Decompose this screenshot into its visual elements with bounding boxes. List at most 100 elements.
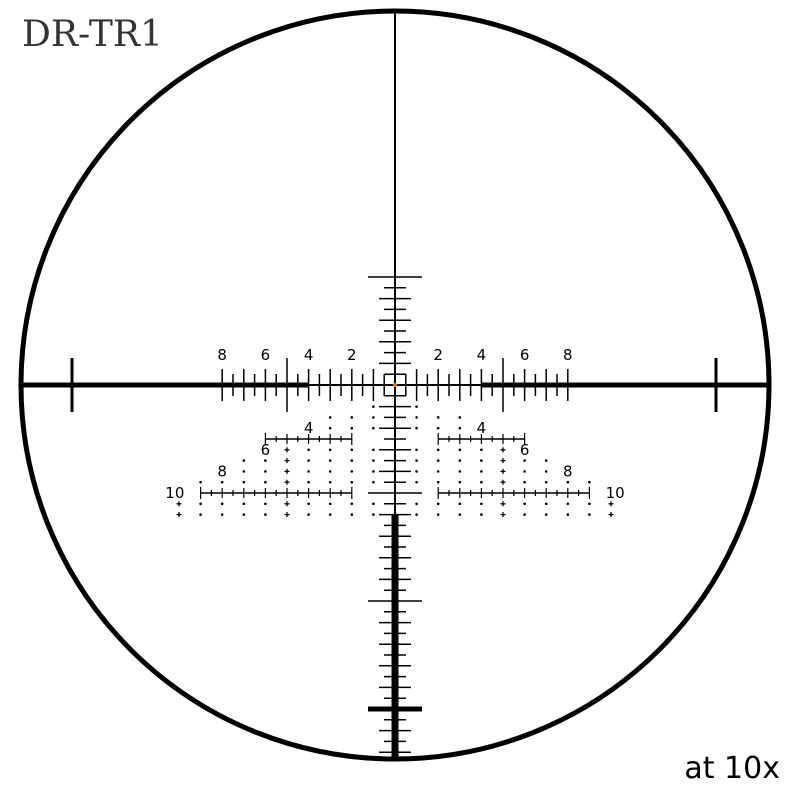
holdover-dot (458, 480, 462, 484)
center-aim-dot (392, 382, 398, 388)
holdover-label: 4 (477, 419, 487, 437)
holdover-label: 10 (606, 484, 625, 502)
holdover-dot (328, 470, 332, 473)
holdover-dot (372, 405, 375, 408)
holdover-dot (328, 426, 332, 430)
holdover-dot (566, 513, 570, 516)
holdover-dot (415, 405, 418, 408)
windage-label-right: 4 (477, 346, 487, 364)
holdover-dot (242, 470, 246, 473)
field-of-view-ring (18, 8, 772, 762)
holdover-dot (264, 513, 267, 516)
holdover-dot (220, 480, 224, 484)
holdover-dot (350, 459, 354, 462)
holdover-dot (307, 470, 310, 473)
holdover-dot (436, 448, 440, 452)
holdover-dot (372, 470, 375, 473)
holdover-dot (350, 480, 354, 484)
holdover-dot (242, 513, 246, 516)
holdover-label: 8 (563, 462, 573, 480)
holdover-dot (372, 416, 375, 419)
holdover-dot (436, 513, 440, 516)
holdover-dot (199, 513, 202, 516)
windage-label-right: 2 (433, 346, 443, 364)
windage-label-left: 6 (261, 346, 271, 364)
holdover-dot (307, 448, 310, 452)
holdover-dot (328, 448, 332, 452)
holdover-dot (328, 416, 332, 419)
holdover-dot (436, 459, 440, 462)
holdover-dot (415, 502, 418, 506)
holdover-dot (415, 480, 418, 484)
holdover-dot (436, 470, 440, 473)
holdover-dot (242, 480, 246, 484)
holdover-dot (523, 513, 526, 516)
holdover-dot (458, 459, 462, 462)
holdover-dot (588, 480, 591, 484)
holdover-dot (544, 513, 548, 516)
windage-label-left: 8 (217, 346, 227, 364)
holdover-dot (458, 502, 462, 506)
holdover-dot (458, 416, 462, 419)
holdover-dot (415, 513, 418, 516)
holdover-dot (328, 459, 332, 462)
holdover-dot (523, 470, 526, 473)
holdover-dot (544, 502, 548, 506)
holdover-dot (436, 416, 440, 419)
holdover-dot (480, 480, 483, 484)
windage-label-right: 6 (520, 346, 530, 364)
holdover-dot (372, 480, 375, 484)
holdover-dot (480, 513, 483, 516)
holdover-dot (242, 502, 246, 506)
holdover-dot (588, 502, 591, 506)
holdover-dot (588, 513, 591, 516)
holdover-dot (544, 459, 548, 462)
reticle-title: DR-TR1 (22, 14, 163, 55)
holdover-dot (372, 513, 375, 516)
holdover-dot (307, 502, 310, 506)
holdover-dot (372, 426, 375, 430)
holdover-dot (544, 480, 548, 484)
holdover-dot (350, 448, 354, 452)
holdover-dot (458, 513, 462, 516)
holdover-dot (480, 448, 483, 452)
holdover-dot (372, 459, 375, 462)
holdover-dot (480, 502, 483, 506)
holdover-dot (523, 459, 526, 462)
magnification-note: at 10x (684, 751, 780, 786)
holdover-dot (328, 502, 332, 506)
holdover-dot (220, 502, 224, 506)
holdover-dot (328, 513, 332, 516)
holdover-dot (458, 448, 462, 452)
holdover-dot (480, 470, 483, 473)
holdover-dot (480, 459, 483, 462)
holdover-dot (350, 513, 354, 516)
holdover-dot (415, 459, 418, 462)
holdover-dot (523, 502, 526, 506)
holdover-label: 4 (304, 419, 314, 437)
holdover-dot (350, 416, 354, 419)
holdover-dot (436, 502, 440, 506)
holdover-dot (544, 470, 548, 473)
holdover-dot (264, 502, 267, 506)
holdover-dot (220, 513, 224, 516)
holdover-dot (458, 470, 462, 473)
holdover-dot (307, 513, 310, 516)
holdover-dot (566, 502, 570, 506)
holdover-dot (415, 426, 418, 430)
holdover-dot (242, 459, 246, 462)
holdover-dot (436, 480, 440, 484)
holdover-dot (350, 426, 354, 430)
holdover-dot (199, 502, 202, 506)
holdover-dot (523, 480, 526, 484)
holdover-dot (328, 480, 332, 484)
holdover-dot (415, 416, 418, 419)
holdover-dot (415, 470, 418, 473)
holdover-dot (350, 470, 354, 473)
holdover-dot (264, 470, 267, 473)
holdover-dot (307, 459, 310, 462)
holdover-label: 6 (520, 441, 530, 459)
holdover-dot (436, 426, 440, 430)
windage-label-left: 4 (304, 346, 314, 364)
